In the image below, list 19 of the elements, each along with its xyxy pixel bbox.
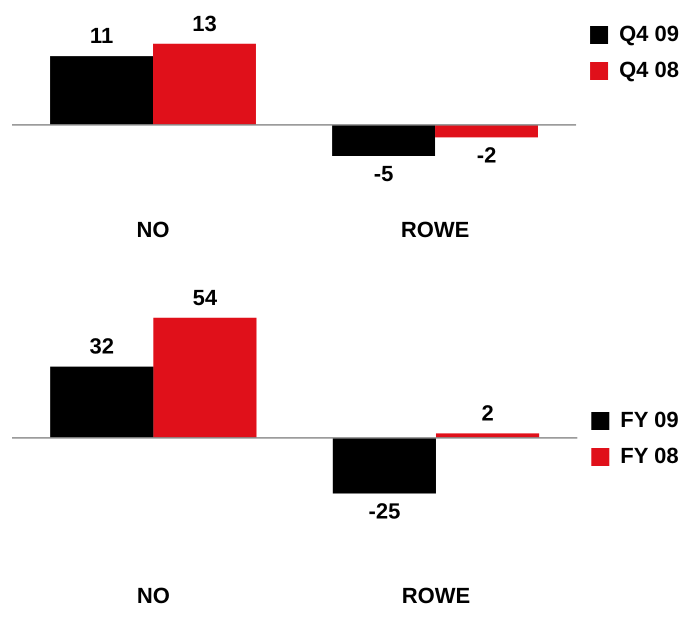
x-tick-label: ROWE (400, 216, 470, 242)
data-label: 11 (90, 23, 114, 48)
bar (50, 366, 154, 438)
data-label: 54 (192, 284, 218, 310)
data-label: 32 (90, 334, 114, 359)
bar (332, 438, 436, 494)
legend-label: FY 09 (620, 407, 679, 432)
data-label: -2 (476, 142, 496, 168)
data-label: 13 (192, 10, 217, 36)
x-tick-label: ROWE (402, 582, 470, 608)
legend-label: Q4 08 (619, 57, 680, 82)
bar (153, 318, 256, 438)
x-tick-label: NO (136, 582, 170, 608)
data-label: -25 (368, 498, 400, 524)
x-tick-label: NO (136, 216, 170, 242)
legend-label: FY 08 (620, 443, 679, 468)
legend-label: Q4 09 (619, 21, 680, 46)
data-label: -5 (374, 161, 394, 186)
data-label: 2 (481, 400, 494, 426)
